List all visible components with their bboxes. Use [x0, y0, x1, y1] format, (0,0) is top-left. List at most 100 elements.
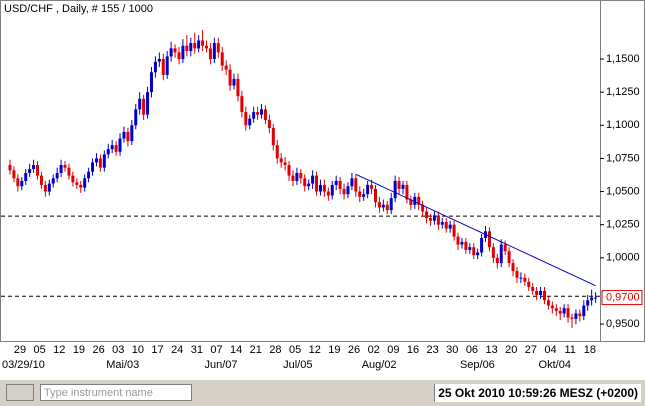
candle-body: [161, 59, 165, 75]
candle-body: [63, 165, 67, 168]
candle-body: [75, 182, 79, 185]
x-tick-label: 07: [210, 344, 222, 356]
candle-body: [385, 204, 389, 211]
candle-body: [381, 204, 385, 208]
candle-body: [59, 165, 63, 173]
candle-body: [20, 180, 24, 187]
candle-body: [342, 188, 346, 195]
candle-body: [106, 149, 110, 155]
candle-body: [495, 257, 499, 264]
candle-body: [287, 165, 291, 176]
candle-body: [499, 244, 503, 264]
candle-body: [134, 109, 138, 126]
candle-body: [405, 184, 409, 200]
x-tick-label: 30: [446, 344, 458, 356]
candle-body: [373, 188, 377, 203]
x-tick-label: 03: [112, 344, 124, 356]
candle-body: [566, 308, 570, 318]
candle-body: [39, 175, 43, 185]
candle-body: [142, 98, 146, 115]
candle-body: [153, 61, 157, 73]
candle-body: [338, 180, 342, 189]
candle-body: [413, 196, 417, 205]
candle-body: [236, 78, 240, 97]
candle-body: [366, 184, 370, 195]
candle-body: [432, 215, 436, 221]
x-tick-label: 24: [171, 344, 183, 356]
candle-body: [126, 131, 130, 142]
candle-body: [334, 180, 338, 185]
x-period-label: 03/29/10: [2, 359, 45, 371]
candle-body: [205, 45, 208, 49]
candle-body: [511, 263, 515, 272]
x-tick-label: 11: [564, 344, 575, 356]
x-tick-label: 28: [269, 344, 281, 356]
candle-body: [370, 184, 374, 189]
x-tick-label: 06: [466, 344, 478, 356]
last-price-label: 0,9700: [606, 291, 640, 303]
candle-body: [118, 138, 122, 152]
candle-body: [507, 251, 511, 264]
x-tick-label: 26: [92, 344, 104, 356]
x-tick-label: 23: [427, 344, 439, 356]
candle-body: [503, 244, 507, 252]
candle-body: [303, 178, 307, 187]
candle-body: [130, 125, 134, 142]
candle-body: [542, 290, 546, 301]
candle-body: [307, 183, 311, 187]
candle-body: [16, 178, 20, 187]
candle-body: [578, 313, 582, 317]
y-tick-label: 1,0000: [606, 252, 640, 264]
candle-body: [468, 247, 472, 250]
candle-body: [47, 183, 51, 192]
chart-title: USD/CHF , Daily, # 155 / 1000: [4, 3, 153, 15]
candle-body: [436, 215, 440, 225]
candle-body: [83, 178, 87, 188]
y-tick-label: 1,1000: [606, 119, 640, 131]
candle-body: [401, 184, 405, 189]
candle-body: [79, 184, 83, 188]
candle-body: [452, 224, 456, 237]
candle-body: [228, 69, 232, 86]
instrument-search[interactable]: Type instrument name: [40, 384, 192, 401]
candle-body: [315, 175, 319, 192]
last-price-box: [601, 290, 643, 306]
candle-body: [55, 173, 59, 179]
x-tick-label: 17: [151, 344, 163, 356]
candle-body: [523, 277, 527, 282]
candle-body: [539, 290, 543, 295]
candle-body: [354, 178, 358, 192]
x-period-label: Jun/07: [205, 359, 238, 371]
candle-body: [570, 317, 574, 319]
candle-body: [393, 180, 397, 199]
x-tick-label: 26: [348, 344, 360, 356]
candle-body: [299, 173, 303, 179]
candle-body: [546, 300, 550, 306]
x-tick-label: 27: [525, 344, 537, 356]
candle-body: [177, 52, 181, 60]
candle-body: [122, 131, 126, 139]
menu-button[interactable]: [6, 384, 34, 401]
candle-body: [330, 184, 334, 196]
candle-body: [36, 165, 40, 176]
x-period-label: Aug/02: [362, 359, 397, 371]
candle-body: [582, 305, 586, 317]
status-clock: 25 Okt 2010 10:59:26 MESZ (+0200): [434, 384, 641, 402]
candle-body: [256, 112, 260, 115]
x-tick-label: 05: [34, 344, 46, 356]
candle-body: [283, 162, 287, 166]
candle-body: [574, 313, 578, 319]
candle-body: [594, 297, 598, 299]
candle-body: [519, 277, 523, 279]
candle-body: [169, 48, 173, 57]
candle-body: [8, 165, 12, 171]
candle-body: [417, 196, 421, 205]
candle-body: [275, 145, 279, 159]
candle-body: [252, 112, 256, 119]
x-tick-label: 16: [407, 344, 419, 356]
candle-body: [185, 45, 189, 52]
candle-body: [114, 145, 118, 152]
candle-body: [43, 184, 47, 192]
candle-body: [558, 310, 562, 314]
candle-body: [464, 241, 468, 250]
